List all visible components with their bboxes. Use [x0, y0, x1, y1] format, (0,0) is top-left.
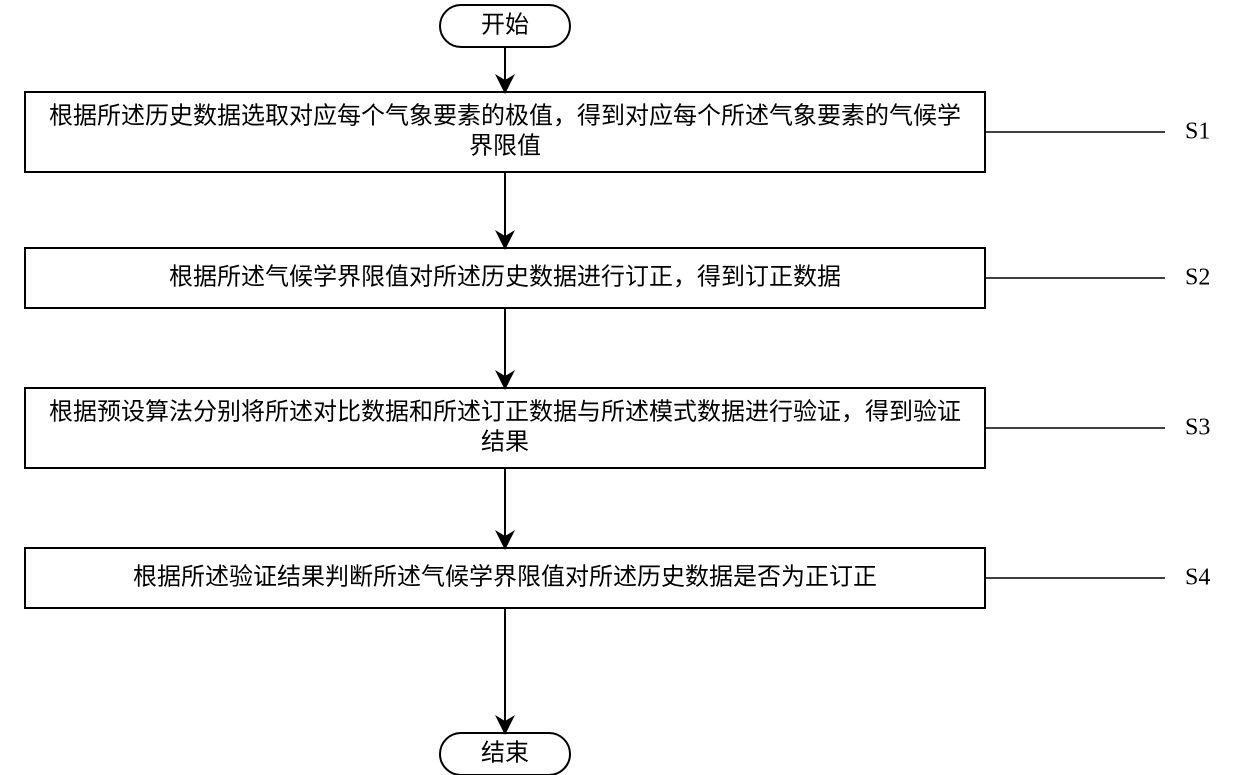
step-s1: 根据所述历史数据选取对应每个气象要素的极值，得到对应每个所述气象要素的气候学界限…	[25, 92, 985, 172]
step-text-line: 根据所述气候学界限值对所述历史数据进行订正，得到订正数据	[169, 264, 841, 291]
step-s4: 根据所述验证结果判断所述气候学界限值对所述历史数据是否为正订正	[25, 548, 985, 608]
step-text-line: 根据预设算法分别将所述对比数据和所述订正数据与所述模式数据进行验证，得到验证	[49, 399, 961, 426]
step-label: S1	[1185, 119, 1210, 145]
terminal-start: 开始	[440, 5, 570, 47]
terminal-start-text: 开始	[481, 12, 529, 39]
step-label: S3	[1185, 415, 1210, 441]
terminal-end: 结束	[440, 733, 570, 775]
step-s3: 根据预设算法分别将所述对比数据和所述订正数据与所述模式数据进行验证，得到验证结果	[25, 388, 985, 468]
step-s2: 根据所述气候学界限值对所述历史数据进行订正，得到订正数据	[25, 248, 985, 308]
terminal-end-text: 结束	[481, 740, 529, 767]
flowchart-canvas: 开始 结束 根据所述历史数据选取对应每个气象要素的极值，得到对应每个所述气象要素…	[0, 0, 1240, 775]
step-text-line: 结果	[481, 429, 529, 456]
step-label: S4	[1185, 565, 1210, 591]
step-text-line: 根据所述验证结果判断所述气候学界限值对所述历史数据是否为正订正	[133, 564, 877, 591]
step-text-line: 界限值	[469, 133, 541, 160]
step-text-line: 根据所述历史数据选取对应每个气象要素的极值，得到对应每个所述气象要素的气候学	[49, 103, 961, 130]
step-label: S2	[1185, 265, 1210, 291]
